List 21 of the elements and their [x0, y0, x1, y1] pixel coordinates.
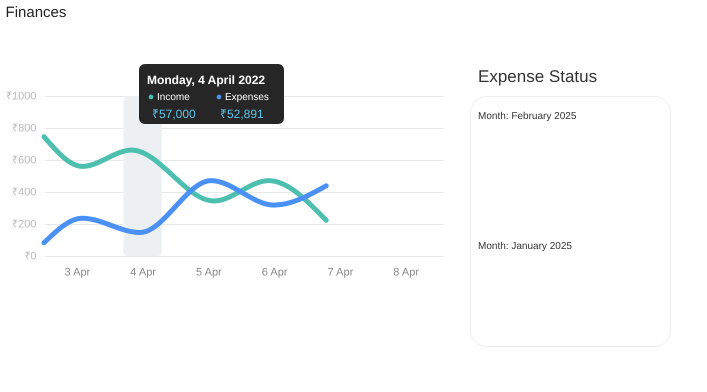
text: Monday, 4 April 2022	[147, 73, 266, 87]
chart-title: Finances	[6, 4, 66, 21]
x-tick-label: 4 Apr	[130, 266, 156, 278]
x-tick-label: 7 Apr	[328, 266, 354, 278]
annotation: ₹52,891	[220, 107, 264, 121]
x-tick-label: 3 Apr	[64, 266, 91, 278]
x-tick-label: 5 Apr	[196, 266, 222, 278]
legend-label: Income	[157, 92, 190, 103]
text: Month: January 2025	[478, 241, 572, 252]
text: Expense Status	[478, 67, 598, 86]
x-tick-label: 8 Apr	[393, 266, 420, 278]
y-tick-label: ₹600	[12, 154, 36, 166]
y-tick-label: ₹200	[12, 218, 36, 230]
y-tick-label: ₹0	[24, 250, 36, 262]
y-tick-label: ₹1000	[6, 90, 36, 102]
y-tick-label: ₹800	[12, 122, 36, 134]
y-tick-label: ₹400	[12, 186, 36, 198]
text: Month: February 2025	[478, 111, 577, 122]
x-tick-label: 6 Apr	[262, 266, 288, 278]
annotation: ₹57,000	[152, 107, 196, 121]
legend-label: Expenses	[225, 92, 269, 103]
